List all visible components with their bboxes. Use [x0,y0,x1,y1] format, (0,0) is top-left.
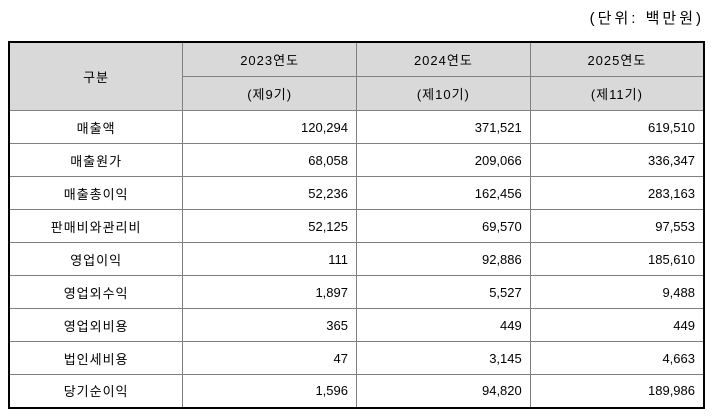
row-label: 매출액 [8,110,184,144]
cell-value: 120,294 [182,110,357,144]
table-row: 당기순이익 1,596 94,820 189,986 [8,374,705,408]
table-row: 영업외비용 365 449 449 [8,308,705,342]
cell-value: 3,145 [356,341,531,375]
cell-value: 5,527 [356,275,531,309]
cell-value: 371,521 [356,110,531,144]
cell-value: 449 [529,308,705,342]
table-row: 매출액 120,294 371,521 619,510 [8,110,705,144]
cell-value: 94,820 [356,374,531,408]
cell-value: 97,553 [529,209,705,243]
period-header-10: (제10기) [356,76,531,111]
row-label: 당기순이익 [8,374,184,408]
cell-value: 52,125 [182,209,357,243]
header-row-period: (제9기) (제10기) (제11기) [9,76,705,111]
cell-value: 69,570 [356,209,531,243]
period-header-9: (제9기) [182,76,357,111]
cell-value: 111 [182,242,357,276]
cell-value: 1,897 [182,275,357,309]
financial-summary-table: 구분 2023연도 2024연도 2025연도 (제9기) (제10기) (제1… [8,41,705,409]
table-row: 판매비와관리비 52,125 69,570 97,553 [8,209,705,243]
table-row: 법인세비용 47 3,145 4,663 [8,341,705,375]
row-label: 매출원가 [8,143,184,177]
year-header-2024: 2024연도 [356,41,531,77]
cell-value: 449 [356,308,531,342]
row-label: 영업이익 [8,242,184,276]
cell-value: 47 [182,341,357,375]
cell-value: 52,236 [182,176,357,210]
table-row: 영업외수익 1,897 5,527 9,488 [8,275,705,309]
cell-value: 4,663 [529,341,705,375]
cell-value: 92,886 [356,242,531,276]
row-label: 매출총이익 [8,176,184,210]
cell-value: 185,610 [529,242,705,276]
cell-value: 283,163 [529,176,705,210]
cell-value: 162,456 [356,176,531,210]
row-label: 영업외비용 [8,308,184,342]
year-header-2023: 2023연도 [182,41,357,77]
table-row: 매출총이익 52,236 162,456 283,163 [8,176,705,210]
row-label: 법인세비용 [8,341,184,375]
table-row: 매출원가 68,058 209,066 336,347 [8,143,705,177]
period-header-11: (제11기) [529,76,705,111]
table-body: 매출액 120,294 371,521 619,510 매출원가 68,058 … [8,110,705,408]
year-header-2025: 2025연도 [529,41,705,77]
cell-value: 619,510 [529,110,705,144]
corner-header: 구분 [8,41,184,111]
cell-value: 365 [182,308,357,342]
cell-value: 336,347 [529,143,705,177]
unit-label: (단위: 백만원) [589,10,704,27]
cell-value: 189,986 [529,374,705,408]
cell-value: 1,596 [182,374,357,408]
cell-value: 9,488 [529,275,705,309]
table-header: 구분 2023연도 2024연도 2025연도 (제9기) (제10기) (제1… [8,41,705,111]
row-label: 판매비와관리비 [8,209,184,243]
cell-value: 209,066 [356,143,531,177]
row-label: 영업외수익 [8,275,184,309]
header-row-year: 구분 2023연도 2024연도 2025연도 [8,41,705,111]
table-row: 영업이익 111 92,886 185,610 [8,242,705,276]
cell-value: 68,058 [182,143,357,177]
